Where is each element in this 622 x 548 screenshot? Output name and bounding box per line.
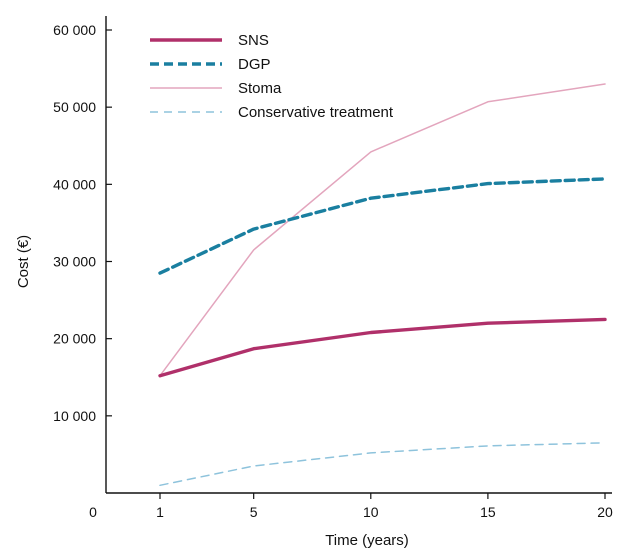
x-tick-label: 1 <box>156 504 164 520</box>
legend-label: Conservative treatment <box>238 104 394 121</box>
series-line-conservative-treatment <box>159 442 606 487</box>
y-axis-title: Cost (€) <box>15 235 32 288</box>
x-tick-label: 5 <box>250 504 258 520</box>
y-tick-label: 40 000 <box>53 176 96 192</box>
y-tick-label: 60 000 <box>53 22 96 38</box>
series-line-stoma <box>159 83 606 377</box>
legend-label: SNS <box>238 32 269 49</box>
x-tick-label: 10 <box>363 504 379 520</box>
x-axis-title: Time (years) <box>325 532 409 548</box>
series-line-sns <box>158 317 607 378</box>
x-tick-label: 15 <box>480 504 496 520</box>
legend-label: DGP <box>238 56 271 73</box>
y-tick-label: 30 000 <box>53 254 96 270</box>
x-tick-label: 20 <box>597 504 613 520</box>
series-lines <box>158 83 607 487</box>
y-tick-label: 50 000 <box>53 99 96 115</box>
y-tick-label: 20 000 <box>53 331 96 347</box>
legend: SNS DGP Stoma Conservative treatment <box>150 32 394 121</box>
x-tick-label: 0 <box>89 504 97 520</box>
series-line-dgp <box>158 177 607 275</box>
y-tick-label: 10 000 <box>53 408 96 424</box>
legend-label: Stoma <box>238 80 282 97</box>
